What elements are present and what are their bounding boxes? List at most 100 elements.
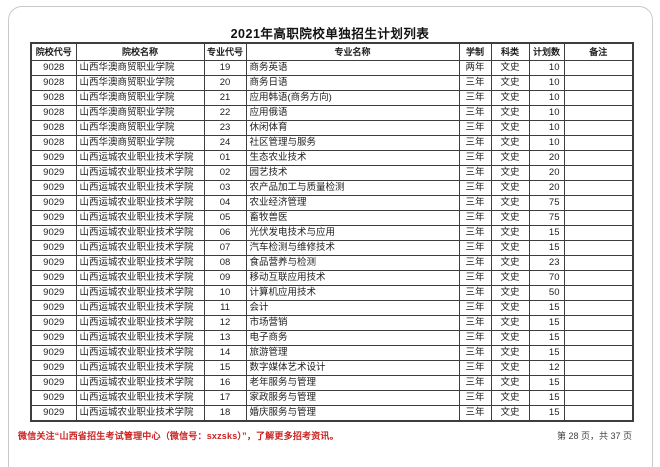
cell-major-name: 电子商务 — [245, 330, 460, 346]
cell-category: 文史 — [490, 120, 530, 136]
cell-major-name: 旅游管理 — [245, 345, 460, 361]
cell-college-code: 9028 — [30, 120, 77, 136]
cell-category: 文史 — [490, 150, 530, 166]
cell-college-code: 9029 — [30, 270, 77, 286]
table-row: 9028 山西华澳商贸职业学院 24 社区管理与服务 三年 文史 10 — [30, 135, 634, 151]
page-border-frame — [8, 6, 653, 467]
cell-college-name: 山西运城农业职业技术学院 — [75, 300, 205, 316]
table-header-row: 院校代号 院校名称 专业代号 专业名称 学制 科类 计划数 备注 — [30, 42, 634, 61]
cell-remark — [563, 270, 634, 286]
cell-college-code: 9028 — [30, 60, 77, 76]
cell-major-name: 应用韩语(商务方向) — [245, 90, 460, 106]
table-row: 9028 山西华澳商贸职业学院 23 休闲体育 三年 文史 10 — [30, 120, 634, 136]
table-row: 9029 山西运城农业职业技术学院 09 移动互联应用技术 三年 文史 70 — [30, 270, 634, 286]
cell-category: 文史 — [490, 135, 530, 151]
cell-college-name: 山西华澳商贸职业学院 — [75, 105, 205, 121]
table-row: 9028 山西华澳商贸职业学院 22 应用俄语 三年 文史 10 — [30, 105, 634, 121]
cell-college-name: 山西华澳商贸职业学院 — [75, 135, 205, 151]
cell-college-name: 山西华澳商贸职业学院 — [75, 75, 205, 91]
cell-category: 文史 — [490, 75, 530, 91]
cell-major-name: 畜牧兽医 — [245, 210, 460, 226]
cell-duration: 三年 — [458, 135, 492, 151]
cell-college-code: 9029 — [30, 255, 77, 271]
cell-college-name: 山西运城农业职业技术学院 — [75, 345, 205, 361]
cell-major-code: 06 — [203, 225, 247, 241]
cell-major-name: 老年服务与管理 — [245, 375, 460, 391]
page-indicator: 第 28 页，共 37 页 — [556, 431, 632, 441]
cell-major-code: 21 — [203, 90, 247, 106]
cell-major-code: 14 — [203, 345, 247, 361]
table-row: 9029 山西运城农业职业技术学院 02 园艺技术 三年 文史 20 — [30, 165, 634, 181]
cell-college-name: 山西运城农业职业技术学院 — [75, 225, 205, 241]
cell-category: 文史 — [490, 165, 530, 181]
table-row: 9029 山西运城农业职业技术学院 06 光伏发电技术与应用 三年 文史 15 — [30, 225, 634, 241]
cell-major-name: 商务日语 — [245, 75, 460, 91]
cell-remark — [563, 60, 634, 76]
cell-major-code: 11 — [203, 300, 247, 316]
cell-plan-count: 15 — [528, 405, 565, 422]
cell-category: 文史 — [490, 360, 530, 376]
cell-major-code: 09 — [203, 270, 247, 286]
cell-remark — [563, 390, 634, 406]
table-row: 9029 山西运城农业职业技术学院 04 农业经济管理 三年 文史 75 — [30, 195, 634, 211]
cell-college-code: 9028 — [30, 75, 77, 91]
cell-duration: 三年 — [458, 120, 492, 136]
cell-remark — [563, 165, 634, 181]
cell-major-name: 家政服务与管理 — [245, 390, 460, 406]
cell-duration: 三年 — [458, 285, 492, 301]
cell-remark — [563, 255, 634, 271]
cell-college-name: 山西运城农业职业技术学院 — [75, 240, 205, 256]
cell-remark — [563, 375, 634, 391]
cell-remark — [563, 135, 634, 151]
cell-plan-count: 75 — [528, 195, 565, 211]
cell-major-code: 13 — [203, 330, 247, 346]
table-row: 9029 山西运城农业职业技术学院 08 食品营养与检测 三年 文史 23 — [30, 255, 634, 271]
cell-duration: 三年 — [458, 180, 492, 196]
cell-major-code: 18 — [203, 405, 247, 422]
cell-remark — [563, 315, 634, 331]
cell-college-name: 山西华澳商贸职业学院 — [75, 90, 205, 106]
cell-remark — [563, 180, 634, 196]
table-row: 9029 山西运城农业职业技术学院 14 旅游管理 三年 文史 15 — [30, 345, 634, 361]
cell-plan-count: 10 — [528, 90, 565, 106]
cell-plan-count: 50 — [528, 285, 565, 301]
cell-duration: 三年 — [458, 390, 492, 406]
cell-major-name: 市场营销 — [245, 315, 460, 331]
cell-plan-count: 15 — [528, 225, 565, 241]
cell-college-name: 山西华澳商贸职业学院 — [75, 120, 205, 136]
cell-major-name: 数字媒体艺术设计 — [245, 360, 460, 376]
table-row: 9029 山西运城农业职业技术学院 10 计算机应用技术 三年 文史 50 — [30, 285, 634, 301]
table-row: 9029 山西运城农业职业技术学院 05 畜牧兽医 三年 文史 75 — [30, 210, 634, 226]
cell-remark — [563, 300, 634, 316]
table-row: 9029 山西运城农业职业技术学院 17 家政服务与管理 三年 文史 15 — [30, 390, 634, 406]
cell-remark — [563, 90, 634, 106]
cell-category: 文史 — [490, 345, 530, 361]
cell-duration: 三年 — [458, 105, 492, 121]
cell-remark — [563, 285, 634, 301]
table-row: 9029 山西运城农业职业技术学院 01 生态农业技术 三年 文史 20 — [30, 150, 634, 166]
cell-duration: 三年 — [458, 405, 492, 422]
cell-plan-count: 20 — [528, 150, 565, 166]
cell-plan-count: 15 — [528, 345, 565, 361]
cell-major-code: 03 — [203, 180, 247, 196]
cell-college-name: 山西运城农业职业技术学院 — [75, 210, 205, 226]
table-body: 9028 山西华澳商贸职业学院 19 商务英语 两年 文史 10 9028 山西华澳商贸职业学院… — [30, 60, 634, 422]
cell-duration: 三年 — [458, 360, 492, 376]
cell-plan-count: 10 — [528, 75, 565, 91]
cell-college-name: 山西运城农业职业技术学院 — [75, 390, 205, 406]
enrollment-plan-table: 院校代号 院校名称 专业代号 专业名称 学制 科类 计划数 备注 9028 山西华… — [30, 42, 634, 422]
table-row: 9029 山西运城农业职业技术学院 13 电子商务 三年 文史 15 — [30, 330, 634, 346]
cell-duration: 两年 — [458, 60, 492, 76]
header-plan-count: 计划数 — [528, 42, 565, 61]
cell-duration: 三年 — [458, 150, 492, 166]
cell-college-code: 9029 — [30, 225, 77, 241]
table-row: 9028 山西华澳商贸职业学院 20 商务日语 三年 文史 10 — [30, 75, 634, 91]
cell-major-code: 16 — [203, 375, 247, 391]
cell-duration: 三年 — [458, 300, 492, 316]
cell-major-code: 17 — [203, 390, 247, 406]
cell-major-code: 10 — [203, 285, 247, 301]
cell-college-code: 9029 — [30, 360, 77, 376]
cell-college-name: 山西运城农业职业技术学院 — [75, 405, 205, 422]
cell-duration: 三年 — [458, 345, 492, 361]
cell-major-code: 08 — [203, 255, 247, 271]
